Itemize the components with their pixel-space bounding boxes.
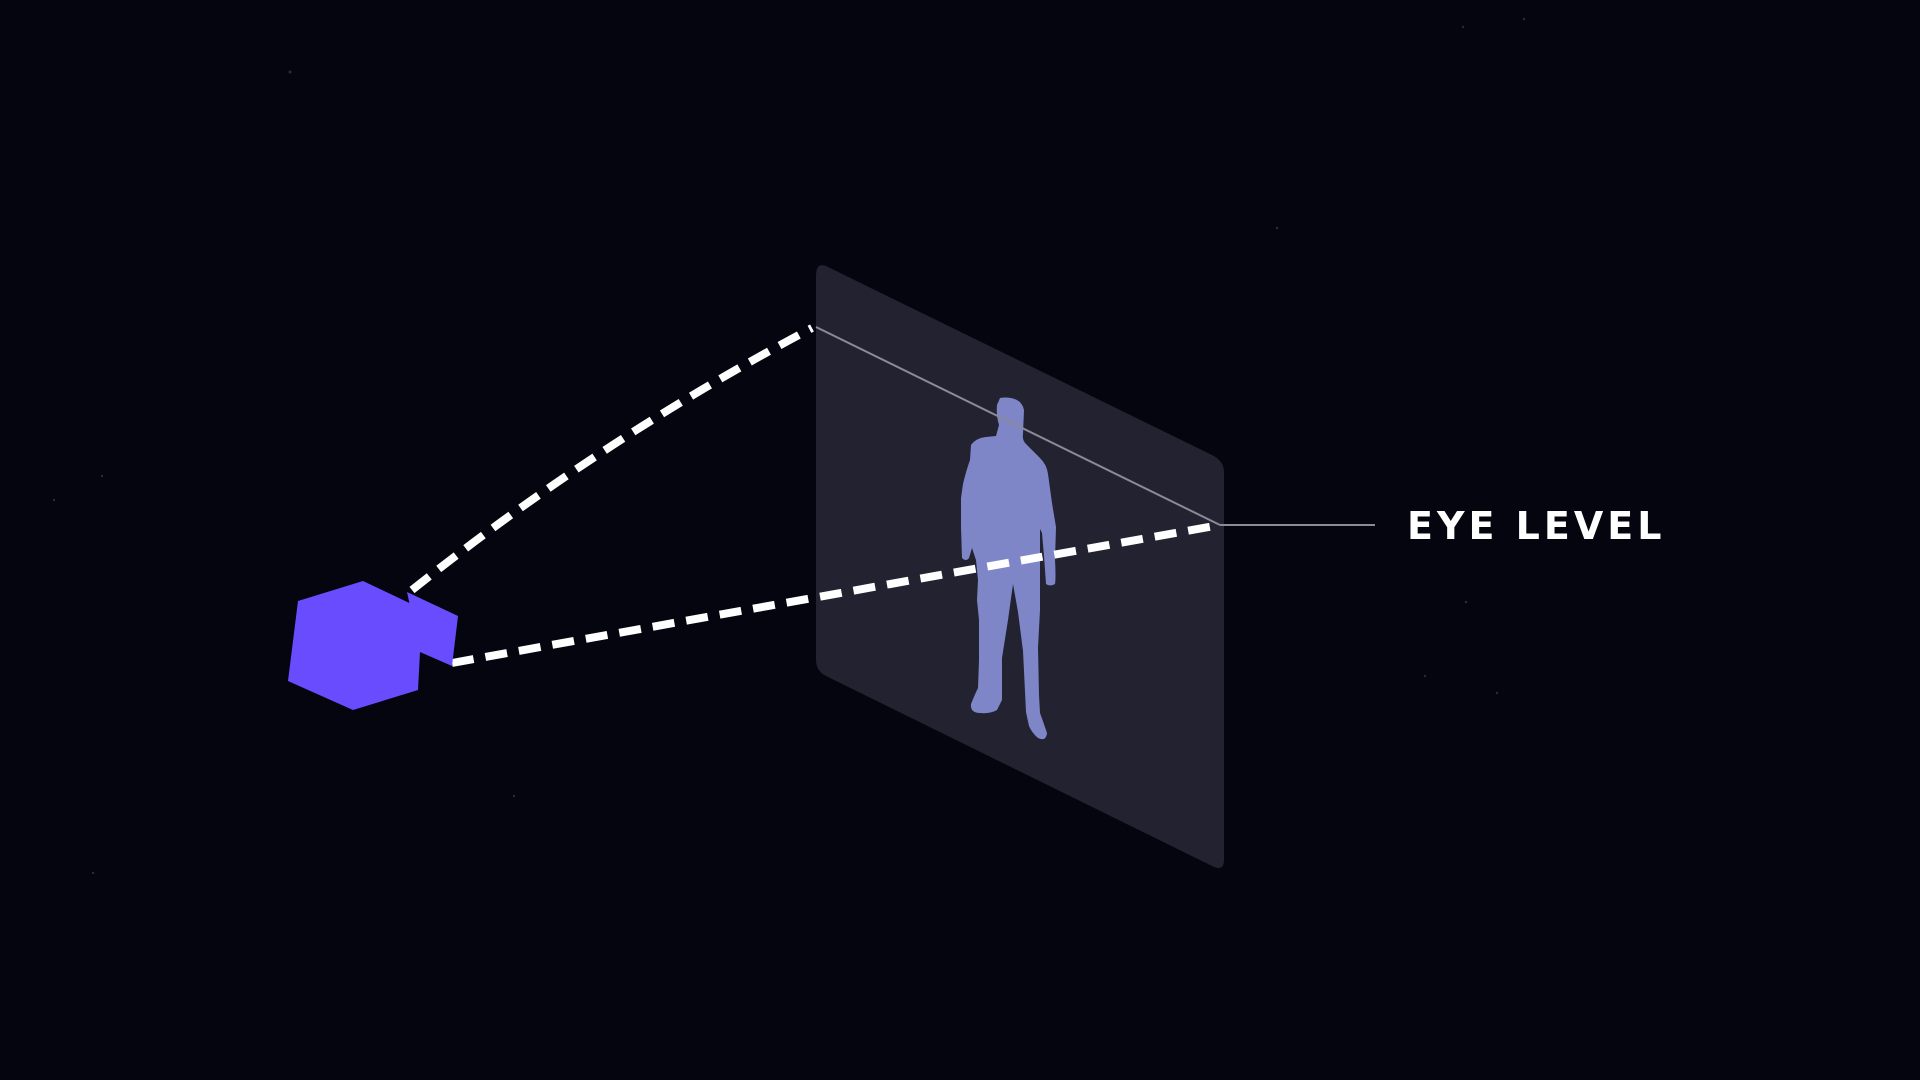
eye-level-label: EYE LEVEL [1407,504,1665,548]
background-specks [52,17,1526,875]
camera-icon [288,581,458,710]
sight-lines [409,324,1221,667]
lower-sight-line [451,521,1221,667]
person-silhouette-icon [961,397,1056,740]
upper-sight-line [409,324,814,594]
horizon-line [815,326,1221,526]
camera-body [288,581,422,710]
